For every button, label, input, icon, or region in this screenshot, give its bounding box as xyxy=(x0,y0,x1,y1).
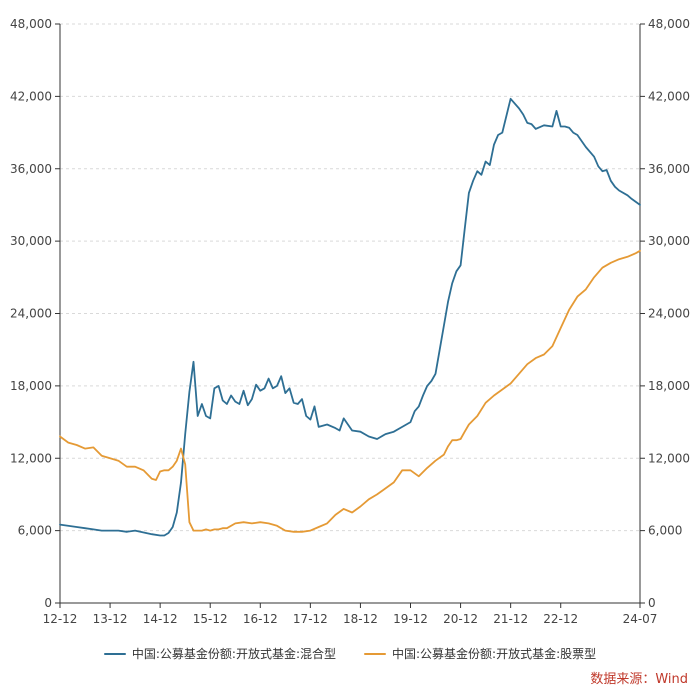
data-source-note: 数据来源：Wind xyxy=(590,672,688,687)
x-tick-label: 15-12 xyxy=(193,612,228,626)
y-tick-label-left: 18,000 xyxy=(10,379,52,393)
y-tick-label-left: 12,000 xyxy=(10,451,52,465)
y-tick-label-right: 48,000 xyxy=(648,17,690,31)
series-line-hybrid xyxy=(59,97,641,537)
series-lines xyxy=(59,97,641,537)
y-tick-label-right: 6,000 xyxy=(648,524,682,538)
y-tick-label-left: 48,000 xyxy=(10,17,52,31)
y-tick-label-left: 24,000 xyxy=(10,307,52,321)
x-tick-label: 19-12 xyxy=(393,612,428,626)
y-tick-label-left: 30,000 xyxy=(10,234,52,248)
x-tick-label: 12-12 xyxy=(43,612,78,626)
series-line-equity xyxy=(59,249,641,533)
legend-item-hybrid[interactable]: 中国:公募基金份额:开放式基金:混合型 xyxy=(103,645,336,662)
y-tick-label-right: 30,000 xyxy=(648,234,690,248)
y-tick-labels-left: 0 6,000 12,000 18,000 24,000 30,000 36,000 42,0… xyxy=(10,17,52,610)
gridlines xyxy=(55,23,645,604)
x-tick-label: 20-12 xyxy=(443,612,478,626)
legend-swatch-hybrid xyxy=(103,652,126,655)
x-tick-label: 21-12 xyxy=(493,612,528,626)
y-tick-label-right: 12,000 xyxy=(648,451,690,465)
x-tick-label: 14-12 xyxy=(143,612,178,626)
x-tick-label: 13-12 xyxy=(93,612,128,626)
legend-swatch-equity xyxy=(364,652,386,655)
x-tick-label: 17-12 xyxy=(293,612,328,626)
legend-label-hybrid: 中国:公募基金份额:开放式基金:混合型 xyxy=(131,647,336,661)
y-tick-label-right: 0 xyxy=(648,596,656,610)
y-tick-label-left: 36,000 xyxy=(10,162,52,176)
axes xyxy=(59,24,641,604)
y-tick-label-right: 42,000 xyxy=(648,89,690,103)
legend-item-equity[interactable]: 中国:公募基金份额:开放式基金:股票型 xyxy=(364,645,596,662)
y-tick-label-right: 24,000 xyxy=(648,307,690,321)
x-tick-label: 16-12 xyxy=(243,612,278,626)
y-tick-label-right: 36,000 xyxy=(648,162,690,176)
x-tick-label: 22-12 xyxy=(543,612,578,626)
x-tick-labels: 12-12 13-12 14-12 15-12 16-12 17-12 18-12 19-12… xyxy=(43,603,658,626)
y-tick-label-left: 42,000 xyxy=(10,89,52,103)
y-tick-labels-right: 0 6,000 12,000 18,000 24,000 30,000 36,000 42,0… xyxy=(648,17,690,610)
y-tick-label-left: 0 xyxy=(44,596,52,610)
x-tick-label: 24-07 xyxy=(623,612,658,626)
x-tick-label: 18-12 xyxy=(343,612,378,626)
legend-label-equity: 中国:公募基金份额:开放式基金:股票型 xyxy=(392,647,597,661)
line-chart: 0 6,000 12,000 18,000 24,000 30,000 36,000 42,0… xyxy=(10,17,690,626)
y-tick-label-left: 6,000 xyxy=(18,524,52,538)
y-tick-label-right: 18,000 xyxy=(648,379,690,393)
legend: 中国:公募基金份额:开放式基金:混合型 中国:公募基金份额:开放式基金:股票型 xyxy=(0,645,700,662)
